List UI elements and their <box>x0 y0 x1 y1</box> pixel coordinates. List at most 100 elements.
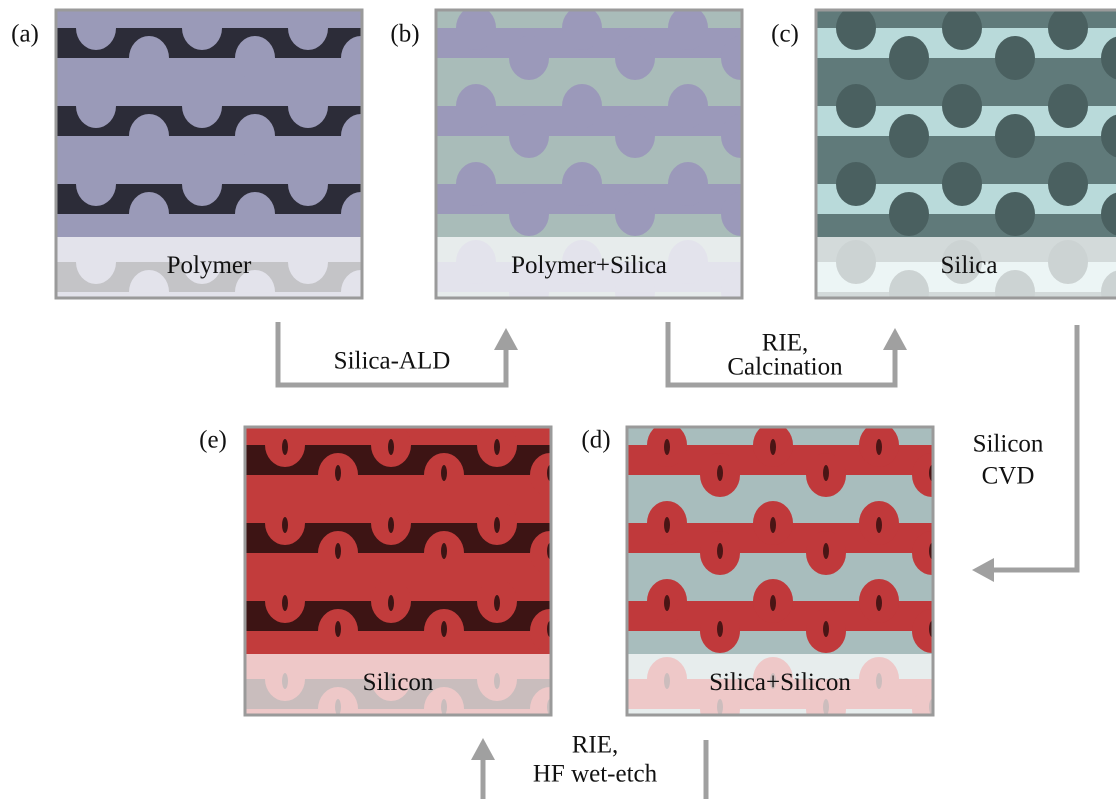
pore <box>1101 348 1116 392</box>
pore-core <box>982 517 988 533</box>
pore-core <box>770 595 776 611</box>
pore <box>509 114 549 158</box>
pore <box>288 318 328 362</box>
pore-core <box>770 439 776 455</box>
step-label: Silicon <box>973 431 1044 458</box>
pore-core <box>823 621 829 637</box>
pore <box>806 765 846 799</box>
pore <box>288 162 328 206</box>
pore <box>1048 6 1088 50</box>
pore-core <box>494 751 500 767</box>
pore <box>509 36 549 80</box>
pore <box>562 6 602 50</box>
pore <box>836 6 876 50</box>
pore <box>76 84 116 128</box>
panel-letter: (b) <box>390 21 419 48</box>
pore <box>859 735 899 779</box>
pore-core <box>441 777 447 793</box>
pore <box>424 765 464 799</box>
pore-core <box>388 751 394 767</box>
pore <box>509 348 549 392</box>
pore <box>76 162 116 206</box>
panel-letter: (d) <box>581 427 610 454</box>
pore-core <box>664 595 670 611</box>
step-label: RIE, <box>572 732 619 759</box>
pore <box>318 765 358 799</box>
pore-core <box>717 465 723 481</box>
pore <box>668 6 708 50</box>
pore <box>76 318 116 362</box>
pore <box>668 84 708 128</box>
pore-core <box>929 777 935 793</box>
pore <box>394 162 434 206</box>
pore-core <box>1035 777 1041 793</box>
pore <box>965 501 1005 545</box>
pore <box>995 114 1035 158</box>
pore <box>76 6 116 50</box>
pore <box>836 84 876 128</box>
pore <box>615 192 655 236</box>
pore-core <box>282 517 288 533</box>
pore <box>889 114 929 158</box>
pore <box>965 579 1005 623</box>
pore-core <box>876 517 882 533</box>
pore-core <box>494 439 500 455</box>
pore-core <box>600 673 606 689</box>
pore <box>1018 765 1058 799</box>
pore <box>562 162 602 206</box>
layer-band <box>816 340 1116 370</box>
pore-core <box>388 595 394 611</box>
pore-core <box>388 439 394 455</box>
pore <box>394 240 434 284</box>
pore-core <box>335 465 341 481</box>
pore <box>182 6 222 50</box>
panel-caption: Silica+Silicon <box>709 669 851 696</box>
pore-core <box>282 595 288 611</box>
pore-core <box>664 517 670 533</box>
pore <box>615 36 655 80</box>
pore <box>1048 84 1088 128</box>
pore-core <box>823 543 829 559</box>
layer-band <box>245 757 551 787</box>
pore <box>182 162 222 206</box>
pore <box>995 348 1035 392</box>
pore-core <box>335 777 341 793</box>
pore-core <box>282 439 288 455</box>
pore <box>583 657 623 701</box>
pore-core <box>441 465 447 481</box>
pore <box>1048 318 1088 362</box>
pore <box>995 36 1035 80</box>
step-label: HF wet-etch <box>533 761 658 788</box>
pore <box>1018 687 1058 731</box>
pore-core <box>335 621 341 637</box>
pore-core <box>770 517 776 533</box>
panel-caption: Silica <box>941 252 998 279</box>
pore <box>371 735 411 779</box>
pore <box>129 114 169 158</box>
pore <box>942 318 982 362</box>
pore-core <box>664 439 670 455</box>
pore-core <box>982 673 988 689</box>
pore-core <box>441 621 447 637</box>
pore-core <box>876 595 882 611</box>
pore <box>615 348 655 392</box>
process-diagram: Polymer(a)Polymer+Silica(b)Silica(c)Sili… <box>0 0 1116 799</box>
pore <box>889 36 929 80</box>
pore <box>774 240 814 284</box>
panel-letter: (a) <box>11 21 39 48</box>
step-label: CVD <box>982 463 1035 490</box>
pore-core <box>600 517 606 533</box>
pore-core <box>982 751 988 767</box>
pore <box>129 192 169 236</box>
pore <box>235 192 275 236</box>
pore <box>774 84 814 128</box>
layer-band <box>56 340 362 370</box>
pore <box>583 501 623 545</box>
pore-core <box>494 517 500 533</box>
panel-letter: (e) <box>199 427 227 454</box>
pore-core <box>494 595 500 611</box>
panel <box>816 6 1116 392</box>
pore <box>562 84 602 128</box>
pore-core <box>717 621 723 637</box>
panel-caption: Polymer <box>167 252 252 279</box>
